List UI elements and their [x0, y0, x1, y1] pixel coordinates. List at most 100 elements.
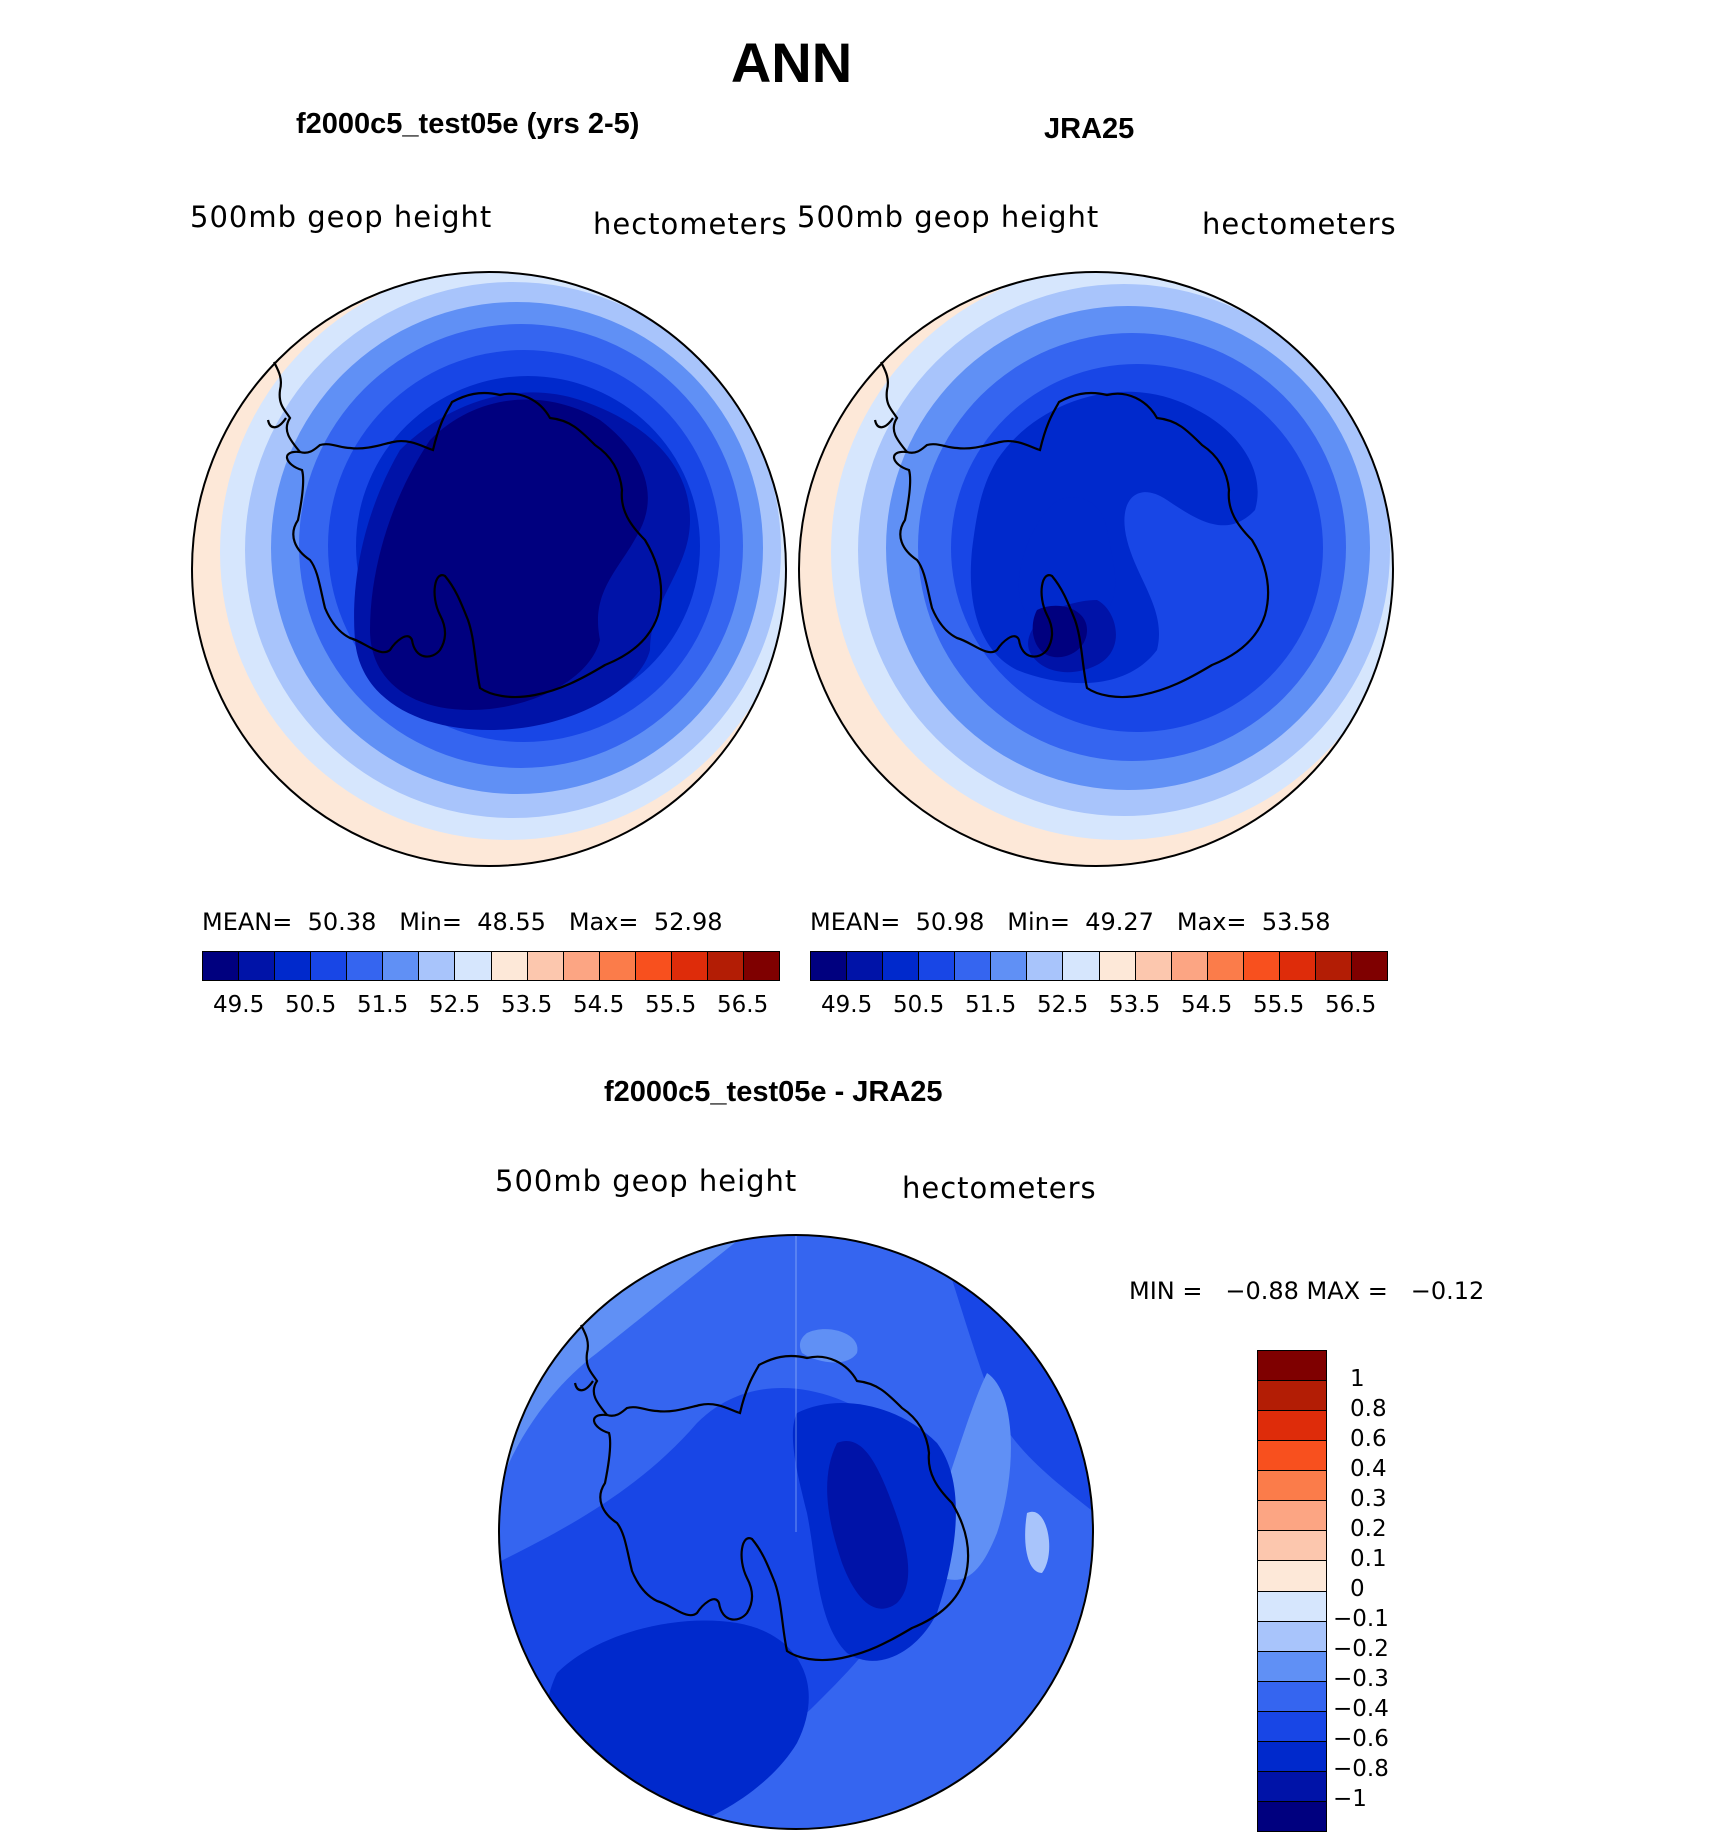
panel-2-polar-map [798, 271, 1394, 867]
panel-2-colorbar-tick-label: 53.5 [1109, 992, 1161, 1018]
panel-1-colorbar-labels: 49.5 50.5 51.5 52.5 53.5 54.5 55.5 56.5 [202, 992, 778, 1022]
panel-3-colorbar-tick-label: −0.1 [1333, 1606, 1389, 1632]
panel-2-colorbar-swatch [1206, 952, 1243, 980]
panel-1-colorbar-swatch [454, 952, 491, 980]
panel-3-colorbar-swatch [1258, 1620, 1326, 1651]
panel-3-colorbar-swatch [1258, 1560, 1326, 1591]
panel-2-colorbar-tick-label: 54.5 [1181, 992, 1233, 1018]
panel-3-colorbar-swatch [1258, 1680, 1326, 1711]
panel-2-colorbar-swatch [882, 952, 919, 980]
panel-2-variable-label: 500mb geop height [797, 200, 1100, 234]
panel-3-colorbar-tick-label: 0.6 [1350, 1426, 1387, 1452]
panel-1-colorbar-swatch [598, 952, 635, 980]
panel-3-colorbar-tick-label: 0.2 [1350, 1516, 1387, 1542]
panel-2-colorbar-swatch [1170, 952, 1207, 980]
panel-2-colorbar-swatch [1350, 952, 1387, 980]
panel-2-colorbar-tick-label: 52.5 [1037, 992, 1089, 1018]
panel-1-colorbar-tick-label: 56.5 [717, 992, 769, 1018]
panel-3-colorbar-swatch [1258, 1590, 1326, 1621]
panel-2-colorbar-swatch [1314, 952, 1351, 980]
panel-3-title: f2000c5_test05e - JRA25 [604, 1076, 943, 1108]
panel-3-colorbar-swatch [1258, 1770, 1326, 1801]
panel-3-colorbar-swatch [1258, 1410, 1326, 1441]
panel-1-colorbar-swatch [706, 952, 743, 980]
panel-3-colorbar-swatch [1258, 1710, 1326, 1741]
panel-2-colorbar-swatch [1062, 952, 1099, 980]
panel-2-antarctica-coastline [873, 361, 1270, 699]
panel-3-colorbar-swatch [1258, 1470, 1326, 1501]
panel-2-colorbar-tick-label: 51.5 [965, 992, 1017, 1018]
panel-3-colorbar-swatch [1258, 1380, 1326, 1411]
panel-2-colorbar [810, 951, 1388, 981]
panel-2-stats: MEAN= 50.98 Min= 49.27 Max= 53.58 [810, 908, 1331, 936]
panel-1-units-label: hectometers [593, 207, 788, 241]
panel-2-colorbar-swatch [954, 952, 991, 980]
panel-1-colorbar-swatch [670, 952, 707, 980]
panel-2-colorbar-swatch [811, 952, 847, 980]
panel-3-colorbar-labels: 1 0.8 0.6 0.4 0.3 0.2 0.1 0 −0.1 −0.2 −0.3 −0.4 −0.6… [1333, 1350, 1413, 1830]
panel-3-colorbar-swatch [1258, 1440, 1326, 1471]
panel-1-antarctica-coastline [266, 361, 663, 699]
panel-2-colorbar-tick-label: 56.5 [1325, 992, 1377, 1018]
panel-2-colorbar-swatch [1134, 952, 1171, 980]
panel-1-colorbar-swatch [418, 952, 455, 980]
panel-3-colorbar-tick-label: −0.8 [1333, 1756, 1389, 1782]
panel-2-colorbar-swatch [1242, 952, 1279, 980]
panel-3-colorbar-tick-label: −0.6 [1333, 1726, 1389, 1752]
panel-2-colorbar-swatch [1098, 952, 1135, 980]
panel-3-colorbar-swatch [1258, 1530, 1326, 1561]
panel-3-colorbar-tick-label: 1 [1350, 1366, 1365, 1392]
panel-1-colorbar-swatch [346, 952, 383, 980]
panel-1-stats: MEAN= 50.38 Min= 48.55 Max= 52.98 [202, 908, 723, 936]
panel-1-colorbar-swatch [634, 952, 671, 980]
panel-1-colorbar-tick-label: 53.5 [501, 992, 553, 1018]
panel-3-colorbar-tick-label: 0.1 [1350, 1546, 1387, 1572]
panel-2-colorbar-labels: 49.5 50.5 51.5 52.5 53.5 54.5 55.5 56.5 [810, 992, 1386, 1022]
panel-1-colorbar-swatch [274, 952, 311, 980]
panel-1-colorbar-tick-label: 49.5 [213, 992, 265, 1018]
panel-1-colorbar-tick-label: 54.5 [573, 992, 625, 1018]
panel-1-colorbar-swatch [382, 952, 419, 980]
panel-1-map-boundary [191, 271, 787, 867]
panel-1-colorbar-swatch [742, 952, 779, 980]
panel-1-colorbar-tick-label: 55.5 [645, 992, 697, 1018]
panel-1-contour-fill [192, 272, 786, 866]
panel-3-colorbar-swatch [1258, 1500, 1326, 1531]
panel-1-title: f2000c5_test05e (yrs 2-5) [296, 108, 640, 140]
panel-3-colorbar-swatch [1258, 1800, 1326, 1831]
panel-3-colorbar-tick-label: −0.2 [1333, 1636, 1389, 1662]
panel-3-colorbar-tick-label: 0.4 [1350, 1456, 1387, 1482]
panel-2-colorbar-swatch [846, 952, 883, 980]
panel-3-map-boundary [498, 1234, 1094, 1830]
panel-1-colorbar-swatch [310, 952, 347, 980]
panel-2-colorbar-swatch [1026, 952, 1063, 980]
panel-1-polar-map [191, 271, 787, 867]
panel-2-colorbar-swatch [990, 952, 1027, 980]
panel-2-colorbar-tick-label: 50.5 [893, 992, 945, 1018]
panel-1-colorbar-tick-label: 51.5 [357, 992, 409, 1018]
panel-1-colorbar-swatch [490, 952, 527, 980]
panel-3-colorbar-swatch [1258, 1351, 1326, 1381]
panel-1-colorbar-swatch [526, 952, 563, 980]
panel-3-colorbar-tick-label: 0 [1350, 1576, 1365, 1602]
panel-1-colorbar-tick-label: 50.5 [285, 992, 337, 1018]
panel-3-colorbar-tick-label: 0.3 [1350, 1486, 1387, 1512]
panel-1-colorbar-swatch [562, 952, 599, 980]
panel-3-variable-label: 500mb geop height [495, 1164, 798, 1198]
panel-3-minmax: MIN = −0.88 MAX = −0.12 [1129, 1277, 1485, 1305]
panel-1-colorbar-swatch [238, 952, 275, 980]
figure-title: ANN [730, 31, 853, 94]
panel-2-colorbar-swatch [1278, 952, 1315, 980]
panel-3-colorbar-swatch [1258, 1740, 1326, 1771]
panel-2-units-label: hectometers [1202, 207, 1397, 241]
panel-3-units-label: hectometers [902, 1171, 1097, 1205]
panel-2-colorbar-tick-label: 49.5 [821, 992, 873, 1018]
panel-2-title: JRA25 [1044, 113, 1135, 145]
panel-2-contour-fill [799, 272, 1393, 866]
panel-3-colorbar [1257, 1350, 1327, 1832]
panel-3-colorbar-tick-label: 0.8 [1350, 1396, 1387, 1422]
panel-1-colorbar-tick-label: 52.5 [429, 992, 481, 1018]
panel-3-colorbar-tick-label: −1 [1333, 1786, 1367, 1812]
panel-1-colorbar-swatch [203, 952, 239, 980]
panel-2-map-boundary [798, 271, 1394, 867]
